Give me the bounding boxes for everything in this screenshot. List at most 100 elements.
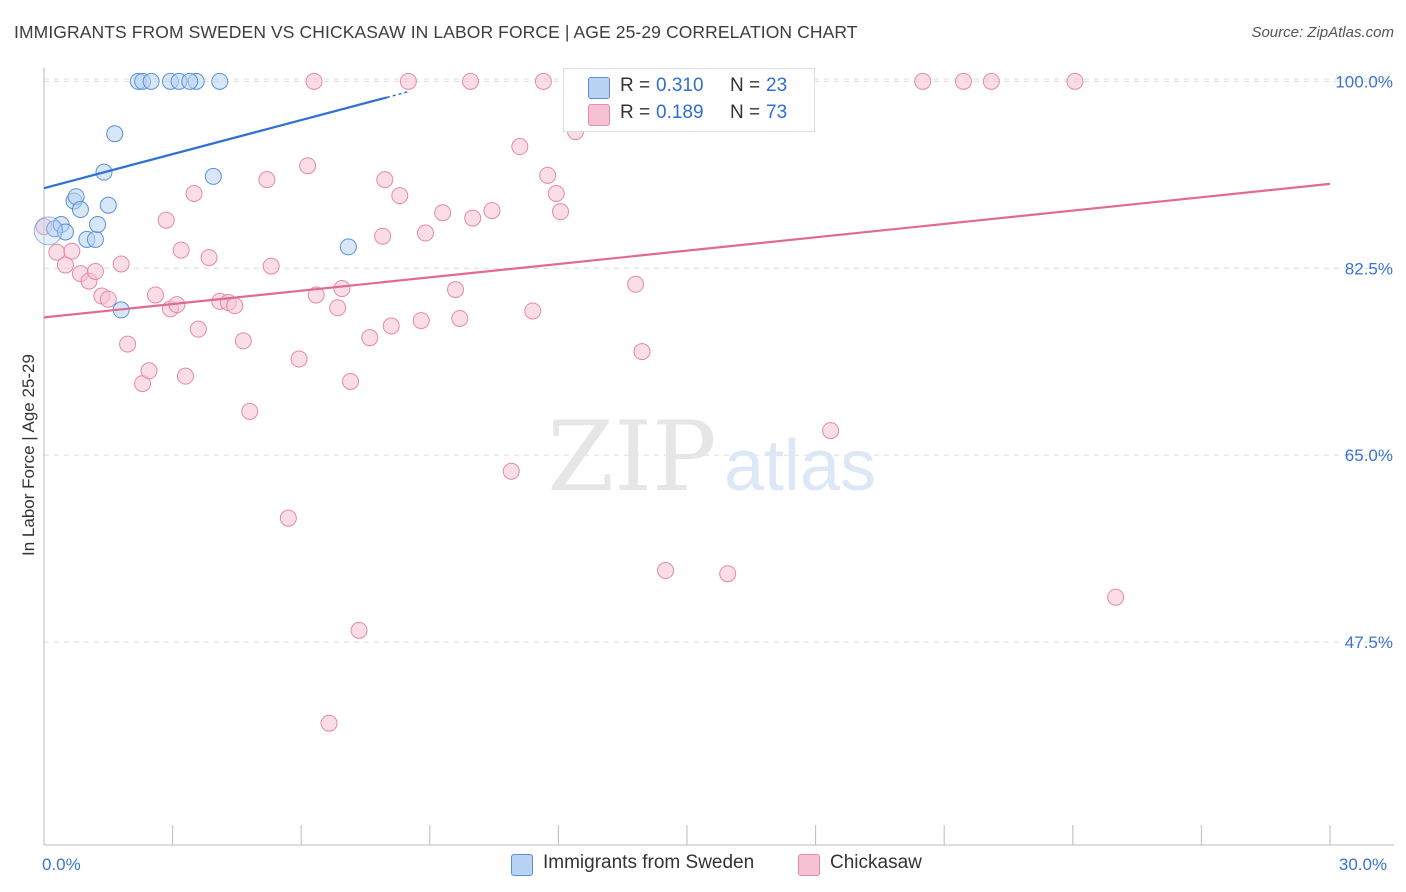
- legend-r-label: R =: [620, 75, 651, 96]
- legend-r-value: 0.310: [656, 75, 704, 96]
- chickasaw-point: [350, 621, 368, 639]
- tick-labels: 100.0% 82.5% 65.0% 47.5% 0.0% 30.0%: [42, 72, 1393, 874]
- chickasaw-point: [462, 72, 480, 90]
- sweden-point: [204, 167, 222, 185]
- chickasaw-point: [200, 249, 218, 267]
- chickasaw-point: [112, 255, 130, 273]
- chickasaw-point: [719, 565, 737, 583]
- legend-swatch-sweden: [588, 77, 610, 99]
- x-tick-label: 0.0%: [42, 855, 81, 874]
- chickasaw-point: [511, 138, 529, 156]
- chickasaw-point: [1107, 588, 1125, 606]
- sweden-point: [33, 216, 63, 246]
- y-tick-label: 82.5%: [1345, 259, 1393, 278]
- chickasaw-point: [361, 329, 379, 347]
- chickasaw-point: [320, 714, 338, 732]
- chickasaw-point: [119, 335, 137, 353]
- chickasaw-point: [547, 185, 565, 203]
- sweden-point: [86, 230, 104, 248]
- chart-title: IMMIGRANTS FROM SWEDEN VS CHICKASAW IN L…: [14, 22, 858, 42]
- chickasaw-point: [382, 317, 400, 335]
- legend-n-value: 73: [766, 102, 788, 123]
- chickasaw-point: [63, 242, 81, 260]
- chickasaw-point: [56, 256, 74, 274]
- chickasaw-point: [954, 72, 972, 90]
- y-tick-label: 100.0%: [1335, 72, 1393, 91]
- chickasaw-point: [234, 332, 252, 350]
- source-label: Source: ZipAtlas.com: [1251, 24, 1394, 41]
- chickasaw-point: [374, 227, 392, 245]
- sweden-point: [181, 72, 199, 90]
- chickasaw-point: [172, 241, 190, 259]
- chickasaw-point: [258, 171, 276, 189]
- chickasaw-point: [399, 72, 417, 90]
- chickasaw-trend-line: [43, 182, 1331, 319]
- chickasaw-point: [657, 562, 675, 580]
- legend-label-chickasaw: Chickasaw: [830, 852, 922, 873]
- chickasaw-point: [822, 422, 840, 440]
- chickasaw-point: [299, 157, 317, 175]
- chickasaw-point: [290, 350, 308, 368]
- sweden-trend-extension: [386, 90, 409, 99]
- gridlines: [44, 78, 1394, 643]
- chickasaw-point: [226, 297, 244, 315]
- chickasaw-point: [329, 299, 347, 317]
- chickasaw-point: [524, 302, 542, 320]
- legend-n-value: 23: [766, 75, 788, 96]
- chickasaw-point: [86, 262, 104, 280]
- chickasaw-point: [447, 281, 465, 299]
- legend-label-sweden: Immigrants from Sweden: [543, 852, 755, 873]
- axes: [43, 68, 1394, 846]
- chickasaw-point: [982, 72, 1000, 90]
- chickasaw-point: [451, 309, 469, 327]
- chickasaw-point: [176, 367, 194, 385]
- chickasaw-point: [140, 362, 158, 380]
- y-tick-label: 47.5%: [1345, 633, 1393, 652]
- y-tick-label: 65.0%: [1345, 446, 1393, 465]
- sweden-point: [106, 125, 124, 143]
- chickasaw-point: [333, 280, 351, 298]
- legend-r-value: 0.189: [656, 102, 704, 123]
- sweden-point: [89, 215, 107, 233]
- chickasaw-point: [185, 185, 203, 203]
- legend-r-label: R =: [620, 102, 651, 123]
- chickasaw-point: [534, 72, 552, 90]
- chickasaw-point: [627, 275, 645, 293]
- chickasaw-point: [157, 211, 175, 229]
- chickasaw-point: [391, 187, 409, 205]
- chickasaw-point: [305, 72, 323, 90]
- legend-n-label: N =: [730, 75, 761, 96]
- watermark-atlas: atlas: [724, 426, 876, 506]
- legend-swatch-sweden: [511, 854, 533, 876]
- chickasaw-point: [633, 343, 651, 361]
- legend-swatch-chickasaw: [588, 104, 610, 126]
- chickasaw-point: [483, 202, 501, 220]
- watermark-zip: ZIP: [547, 401, 716, 513]
- y-axis-label: In Labor Force | Age 25-29: [19, 354, 38, 556]
- chickasaw-point: [307, 286, 325, 304]
- trend-lines: [43, 90, 1331, 319]
- chickasaw-point: [412, 312, 430, 330]
- chickasaw-point: [341, 372, 359, 390]
- sweden-point: [339, 238, 357, 256]
- legend-swatch-chickasaw: [798, 854, 820, 876]
- chickasaw-point: [1066, 72, 1084, 90]
- chickasaw-point: [417, 224, 435, 242]
- chickasaw-point: [552, 203, 570, 221]
- sweden-points: [33, 72, 357, 319]
- chickasaw-point: [376, 171, 394, 189]
- sweden-point: [142, 72, 160, 90]
- chickasaw-point: [189, 320, 207, 338]
- chickasaw-point: [241, 402, 259, 420]
- chickasaw-point: [914, 72, 932, 90]
- watermark: ZIP atlas: [547, 401, 876, 513]
- chickasaw-point: [146, 286, 164, 304]
- sweden-point: [71, 201, 89, 219]
- chickasaw-point: [502, 462, 520, 480]
- chickasaw-point: [434, 204, 452, 222]
- chickasaw-point: [279, 509, 297, 527]
- sweden-trend-line: [43, 96, 388, 190]
- sweden-point: [99, 196, 117, 214]
- legend-stats: R = 0.310 N = 23 R = 0.189 N = 73: [563, 68, 815, 132]
